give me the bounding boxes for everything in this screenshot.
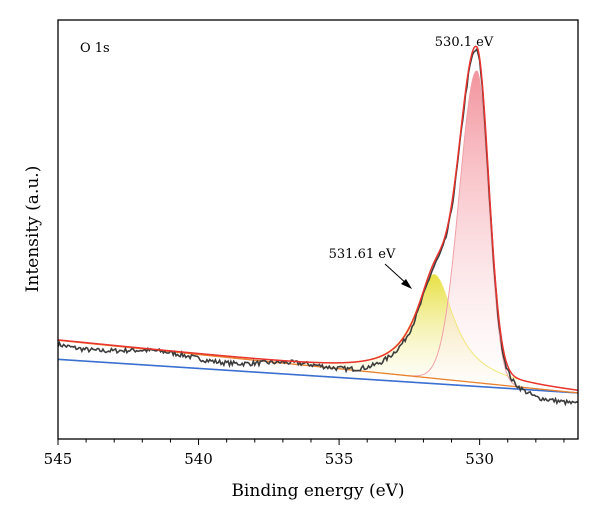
x-tick-label: 535 [325, 450, 354, 468]
peak-label-531: 531.61 eV [329, 247, 396, 262]
peak-530-fill [58, 71, 578, 393]
x-axis-label: Binding energy (eV) [231, 481, 404, 501]
x-tick-label: 530 [465, 450, 494, 468]
x-tick-label: 540 [184, 450, 213, 468]
panel-label: O 1s [80, 41, 110, 56]
x-axis: 545 540 535 530 [44, 439, 565, 468]
peak-label-530: 530.1 eV [435, 35, 494, 50]
background-line [58, 358, 578, 394]
peak-531-arrow-head [401, 279, 412, 289]
y-axis-label: Intensity (a.u.) [23, 166, 43, 293]
plot-frame [57, 19, 579, 440]
fit-envelope-line [58, 45, 578, 391]
plot-area [58, 45, 578, 407]
x-tick-label: 545 [44, 450, 73, 468]
